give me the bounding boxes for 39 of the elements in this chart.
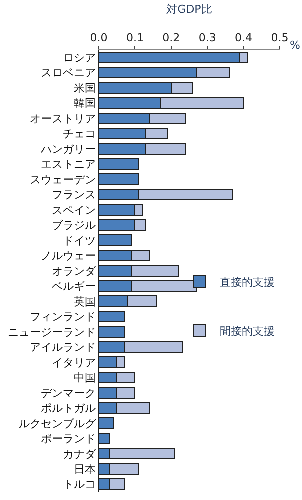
y-tick-label: ドイツ [62,234,96,248]
y-tick-label: スペイン [52,204,96,217]
y-tick-label: 米国 [74,82,96,95]
y-tick-label: フランス [52,188,96,202]
y-tick-label: ブラジル [52,219,96,232]
legend-label: 直接的支援 [220,276,275,290]
x-tick-label: 0.1 [126,32,144,45]
y-tick-label: オーストリア [30,112,96,126]
y-tick-label: ハンガリー [40,142,96,156]
x-tick-label: 0.2 [162,32,180,45]
x-tick-label: 0.4 [235,32,253,45]
y-tick-label: ノルウェー [40,250,96,263]
y-tick-label: チェコ [62,128,96,141]
y-tick-label: デンマーク [40,386,96,400]
y-tick-label: ニュージーランド [8,326,96,339]
x-tick-label: 0.5 [271,32,289,45]
y-tick-label: ポーランド [40,432,96,446]
y-tick-label: ポルトガル [40,402,96,416]
y-tick-label: 英国 [74,295,96,308]
y-tick-label: 中国 [74,372,96,385]
x-axis-title: 対GDP比 [166,3,212,16]
y-tick-label: ベルギー [52,280,96,294]
y-tick-label: オランダ [52,264,97,278]
y-tick-label: アイルランド [30,341,96,354]
x-tick-label: 0.0 [90,32,108,45]
y-tick-label: ロシア [62,51,96,64]
y-tick-label: フィンランド [30,310,96,324]
legend-label: 間接的支援 [220,325,275,338]
y-tick-label: スロベニア [40,66,96,80]
y-tick-label: トルコ [62,478,96,492]
y-tick-label: エストニア [40,158,96,172]
y-tick-label: カナダ [62,448,97,461]
y-tick-label: ルクセンブルグ [18,417,97,430]
x-tick-label: 0.3 [198,32,216,45]
text: % [290,39,300,52]
y-tick-label: 韓国 [74,97,96,110]
y-tick-label: スウェーデン [30,173,96,186]
y-tick-label: 日本 [74,462,96,476]
y-tick-label: イタリア [52,356,96,370]
